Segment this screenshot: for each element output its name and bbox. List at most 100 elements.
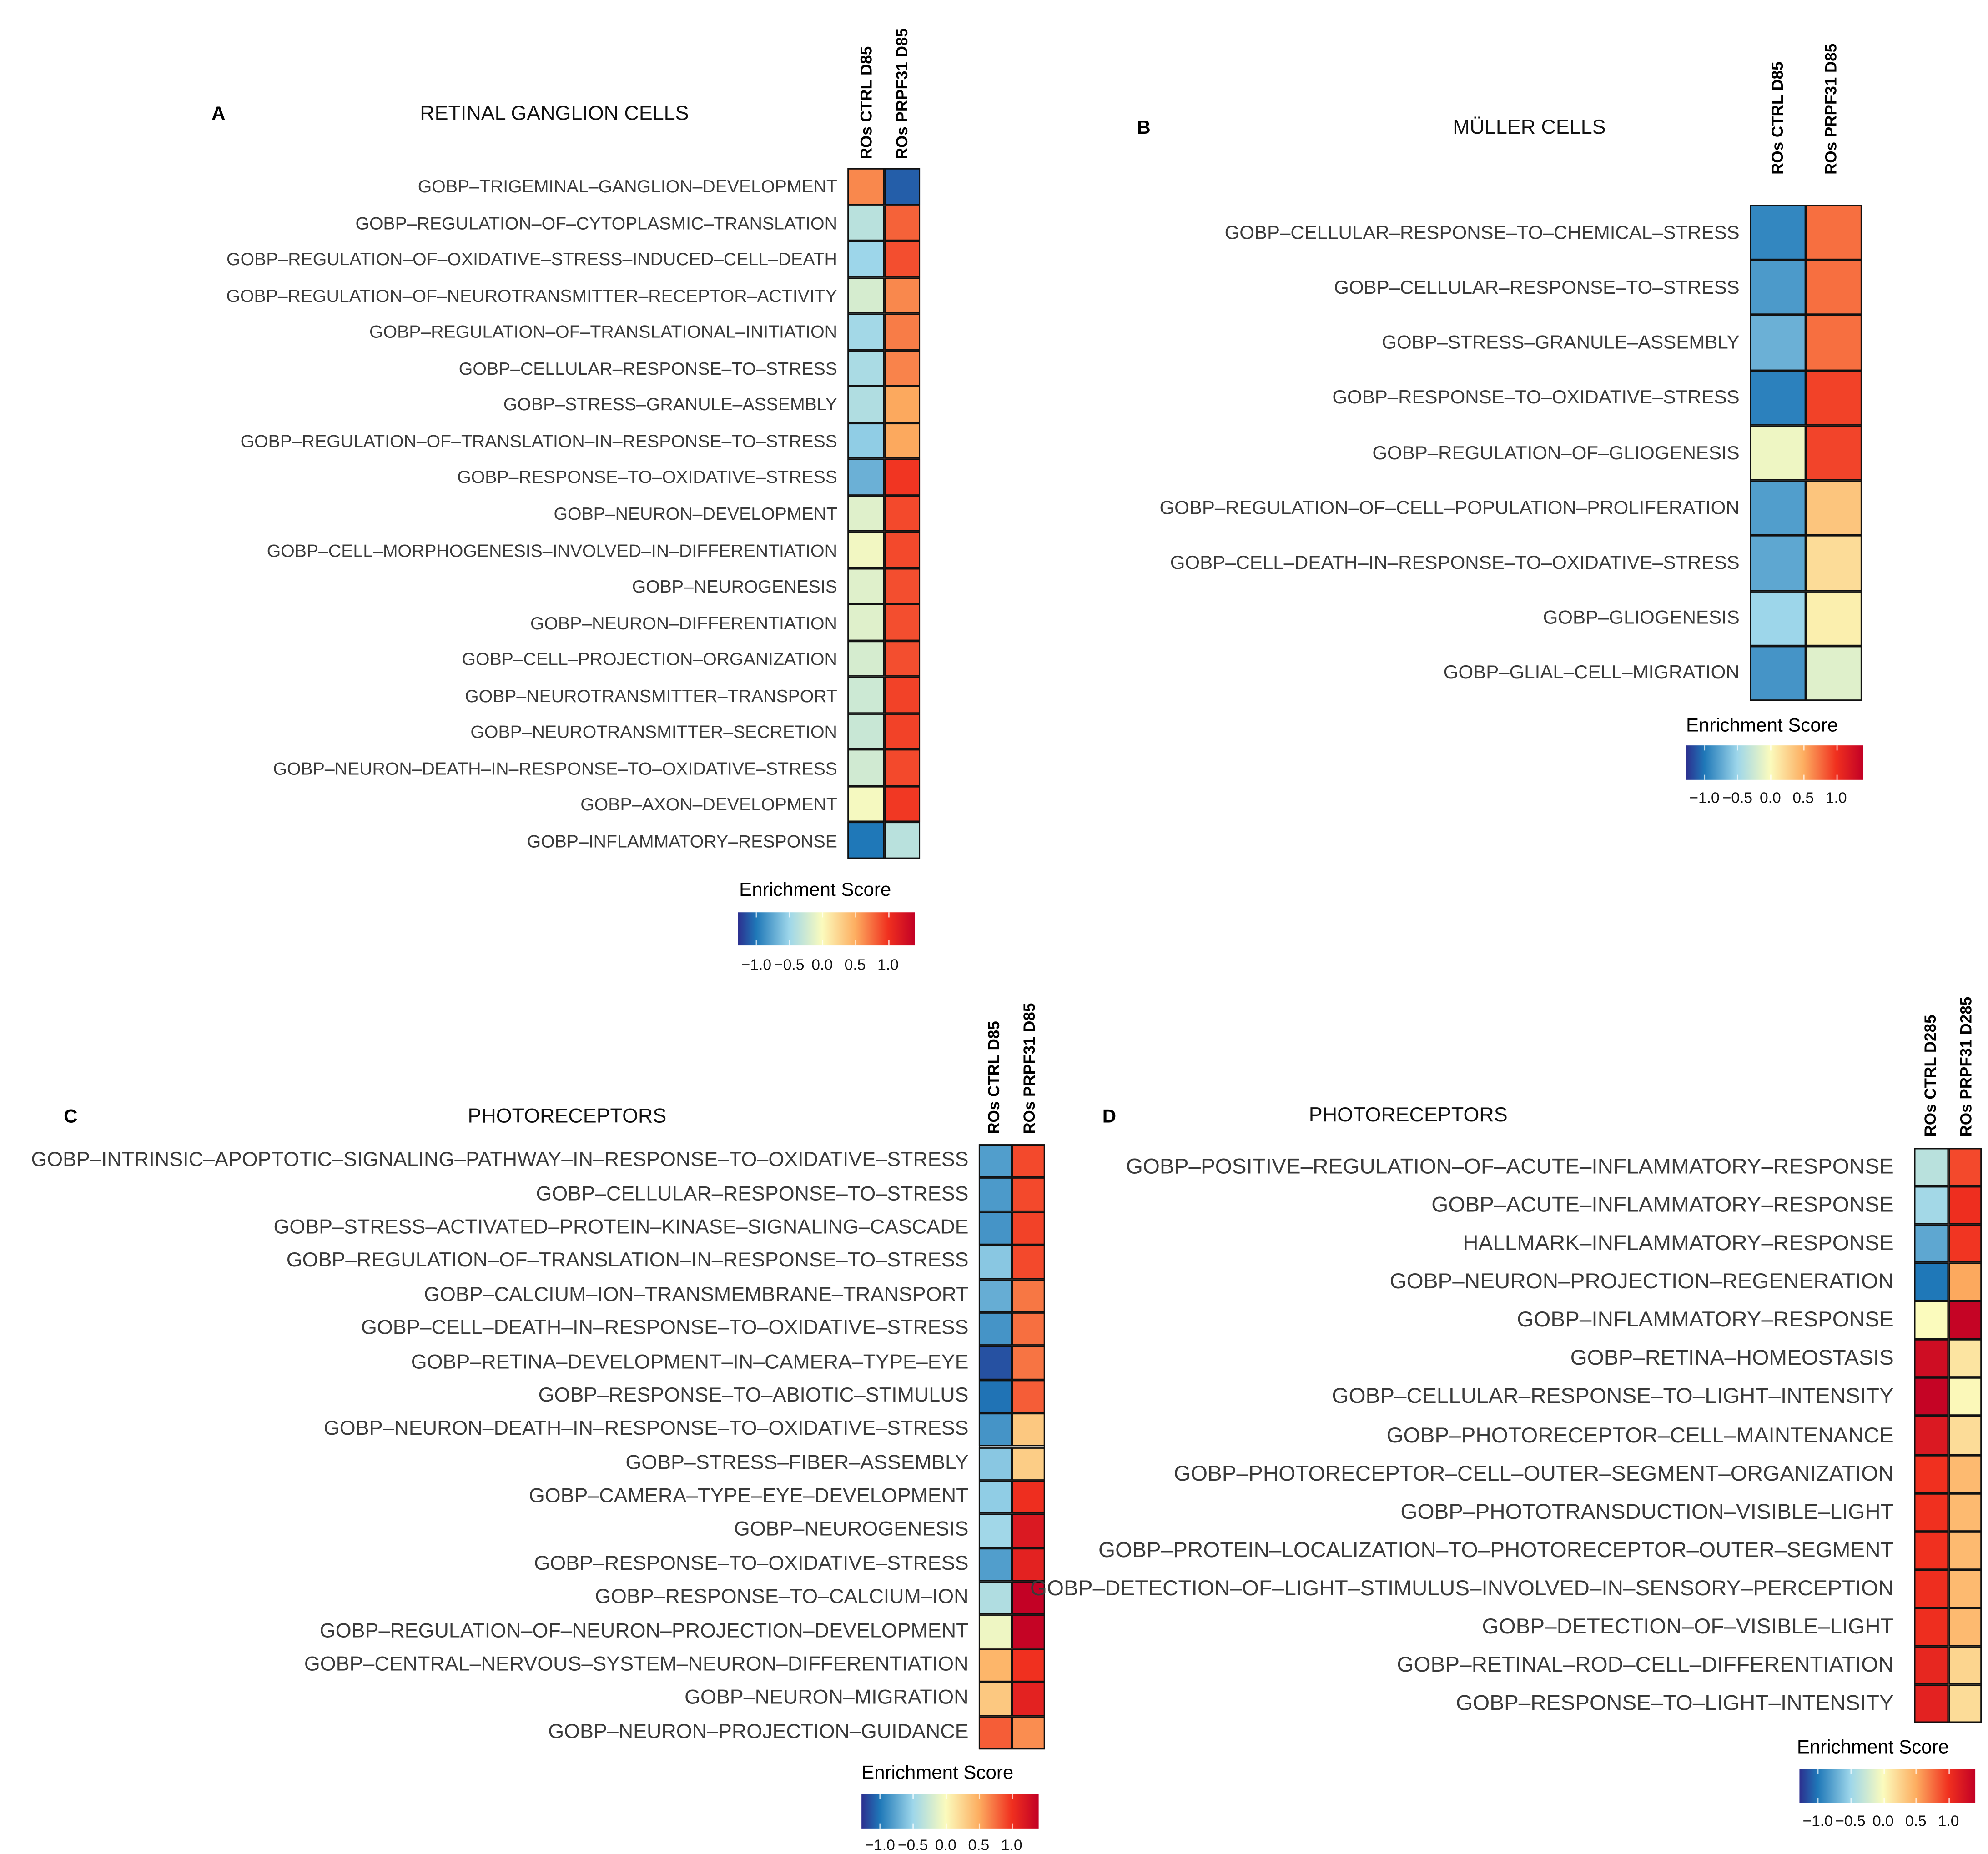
legend-colorbar [738,912,915,946]
heatmap-cell [1012,1346,1045,1380]
row-label: GOBP–CALCIUM–ION–TRANSMEMBRANE–TRANSPORT [424,1284,969,1306]
heatmap-cell [1914,1569,1948,1608]
row-label: GOBP–NEURON–DIFFERENTIATION [530,612,837,633]
legend-tick-label: 0.0 [811,955,833,974]
row-label: GOBP–CELL–DEATH–IN–RESPONSE–TO–OXIDATIVE… [1170,552,1740,574]
row-label: GOBP–RESPONSE–TO–OXIDATIVE–STRESS [534,1553,969,1575]
legend-tick-mark [1012,1794,1013,1799]
heatmap-cell [1012,1211,1045,1245]
row-label: GOBP–NEURON–PROJECTION–GUIDANCE [548,1721,969,1743]
row-label: GOBP–CELLULAR–RESPONSE–TO–LIGHT–INTENSIT… [1332,1384,1894,1409]
heatmap-cell [884,640,921,677]
legend-tick-label: −0.5 [1722,789,1753,807]
legend-tick-mark [1883,1769,1885,1774]
row-label: GOBP–REGULATION–OF–GLIOGENESIS [1372,442,1740,464]
legend-tick-label: 1.0 [877,955,899,974]
row-label: GOBP–CENTRAL–NERVOUS–SYSTEM–NEURON–DIFFE… [304,1654,969,1676]
heatmap-cell [1914,1608,1948,1646]
column-header: ROs PRPF31 D85 [1021,1003,1039,1134]
heatmap-cell [978,1144,1012,1178]
panel-letter: D [1102,1106,1117,1128]
panel-title: RETINAL GANGLION CELLS [420,103,689,125]
row-label: GOBP–CELLULAR–RESPONSE–TO–STRESS [458,358,837,378]
row-label: GOBP–CAMERA–TYPE–EYE–DEVELOPMENT [528,1486,969,1507]
row-label: GOBP–STRESS–GRANULE–ASSEMBLY [1382,332,1740,354]
heatmap-cell [1948,1608,1982,1646]
legend-tick-mark [756,912,758,918]
panel-title: MÜLLER CELLS [1453,117,1606,139]
heatmap-cell [1948,1186,1982,1225]
heatmap-cell [1750,425,1806,481]
column-header: ROs PRPF31 D285 [1957,996,1976,1137]
row-label: GOBP–RESPONSE–TO–ABIOTIC–STIMULUS [538,1385,969,1407]
legend-tick-mark [1850,1769,1852,1774]
column-header: ROs CTRL D85 [1769,61,1787,175]
row-label: GOBP–STRESS–ACTIVATED–PROTEIN–KINASE–SIG… [273,1216,969,1239]
heatmap-cell [978,1379,1012,1413]
row-label: GOBP–RESPONSE–TO–OXIDATIVE–STRESS [1332,387,1740,409]
row-label: GOBP–NEURON–DEATH–IN–RESPONSE–TO–OXIDATI… [323,1418,969,1441]
legend-tick-mark [1836,774,1837,780]
row-label: GOBP–REGULATION–OF–TRANSLATIONAL–INITIAT… [369,322,837,342]
legend-tick-label: −0.5 [897,1836,928,1854]
legend-colorbar [1799,1769,1976,1803]
legend-tick-label: 0.0 [935,1836,956,1854]
heatmap-cell [1914,1339,1948,1378]
heatmap-cell [1806,370,1862,426]
legend-tick-label: −1.0 [741,955,772,974]
legend-tick-label: −1.0 [865,1836,895,1854]
heatmap-cell [1806,315,1862,371]
row-label: GOBP–GLIOGENESIS [1543,607,1740,629]
legend-tick-mark [978,1794,980,1799]
heatmap-cell [884,277,921,314]
heatmap-cell [1948,1569,1982,1608]
heatmap-cell [884,422,921,459]
heatmap-cell [1914,1454,1948,1493]
heatmap-cell [978,1447,1012,1481]
legend-tick-label: 0.5 [968,1836,990,1854]
legend-tick-mark [1948,1769,1950,1774]
legend-tick-mark [946,1823,947,1829]
heatmap-cell [884,786,921,823]
row-label: GOBP–PHOTORECEPTOR–CELL–OUTER–SEGMENT–OR… [1173,1461,1894,1485]
legend-colorbar [861,1794,1039,1829]
legend-tick-label: 0.5 [1792,789,1814,807]
legend-tick-mark [822,912,824,918]
row-label: GOBP–INTRINSIC–APOPTOTIC–SIGNALING–PATHW… [31,1149,969,1171]
row-label: GOBP–RESPONSE–TO–LIGHT–INTENSITY [1456,1691,1894,1715]
heatmap-cell [1750,480,1806,536]
heatmap-cell [1948,1263,1982,1301]
row-label: GOBP–PHOTORECEPTOR–CELL–MAINTENANCE [1386,1422,1894,1447]
legend-tick-mark [1916,1798,1918,1803]
row-label: GOBP–STRESS–FIBER–ASSEMBLY [625,1452,969,1474]
row-label: GOBP–POSITIVE–REGULATION–OF–ACUTE–INFLAM… [1126,1154,1894,1179]
heatmap-cell [1948,1378,1982,1417]
legend-tick-mark [1836,745,1837,751]
heatmap-cell [1750,370,1806,426]
heatmap-cell [884,350,921,387]
row-label: GOBP–CELLULAR–RESPONSE–TO–STRESS [536,1183,969,1205]
column-header: ROs PRPF31 D85 [893,28,911,160]
legend-tick-mark [1012,1823,1013,1829]
row-label: GOBP–REGULATION–OF–NEURON–PROJECTION–DEV… [319,1620,969,1642]
heatmap-cell [1948,1339,1982,1378]
heatmap-cell [1806,480,1862,536]
heatmap-cell [884,822,921,859]
legend-tick-mark [1737,745,1739,751]
legend-tick-mark [1948,1798,1950,1803]
legend-tick-mark [1737,774,1739,780]
legend-tick-mark [880,1823,881,1829]
legend-tick-mark [822,940,824,946]
row-label: GOBP–INFLAMMATORY–RESPONSE [527,830,837,851]
row-label: GOBP–ACUTE–INFLAMMATORY–RESPONSE [1431,1192,1894,1217]
heatmap-cell [1750,315,1806,371]
column-header: ROs CTRL D85 [985,1021,1003,1134]
column-header: ROs CTRL D285 [1922,1015,1940,1137]
heatmap-cell [1948,1531,1982,1570]
legend-tick-mark [978,1823,980,1829]
row-label: GOBP–CELLULAR–RESPONSE–TO–CHEMICAL–STRES… [1224,221,1740,244]
panel-letter: C [64,1106,78,1128]
legend-tick-mark [1770,745,1772,751]
heatmap-cell [1012,1312,1045,1346]
legend-title: Enrichment Score [739,879,891,901]
